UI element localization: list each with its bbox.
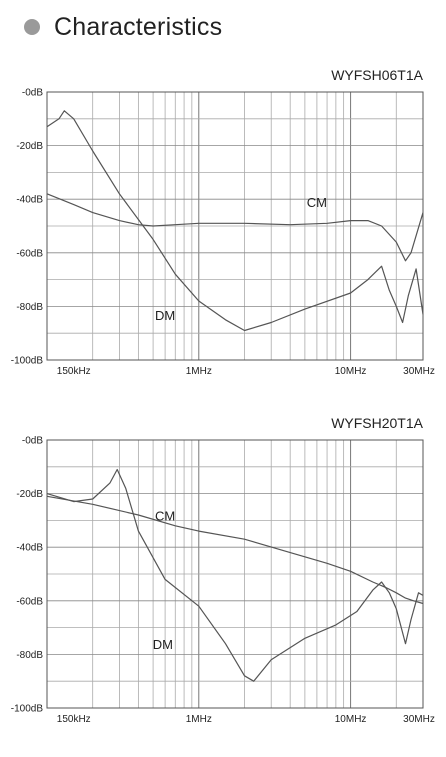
x-tick-label: 10MHz bbox=[335, 366, 367, 377]
series-line-dm bbox=[46, 468, 424, 682]
x-tick-label: 30MHz bbox=[403, 366, 435, 377]
y-tick-label: -40dB bbox=[16, 543, 43, 554]
section-bullet-icon bbox=[24, 19, 40, 35]
x-tick-label: 1MHz bbox=[186, 366, 212, 377]
y-tick-label: -0dB bbox=[22, 436, 43, 447]
x-tick-label: 1MHz bbox=[186, 714, 212, 725]
y-tick-label: -0dB bbox=[22, 88, 43, 99]
series-label-dm: DM bbox=[153, 637, 173, 652]
y-tick-label: -100dB bbox=[11, 704, 44, 715]
plot-frame bbox=[46, 91, 424, 361]
chart-title: WYFSH20T1A bbox=[331, 415, 423, 431]
chart-title: WYFSH06T1A bbox=[331, 67, 423, 83]
y-tick-label: -80dB bbox=[16, 650, 43, 661]
y-tick-label: -20dB bbox=[16, 141, 43, 152]
x-tick-label: 150kHz bbox=[57, 366, 91, 377]
series-line-cm bbox=[46, 193, 424, 262]
series-line-dm bbox=[46, 110, 424, 332]
y-tick-label: -40dB bbox=[16, 195, 43, 206]
y-tick-label: -60dB bbox=[16, 596, 43, 607]
plot-frame bbox=[46, 439, 424, 709]
section-title: Characteristics bbox=[54, 12, 223, 41]
chart-wyfsh06t1a: WYFSH06T1A -0dB -20dB -40dB -60dB -80dB -100dB… bbox=[11, 67, 435, 377]
chart-wyfsh20t1a: WYFSH20T1A -0dB -20dB -40dB -60dB -80dB -100dB… bbox=[11, 415, 435, 725]
section-header: Characteristics bbox=[24, 10, 222, 44]
x-tick-label: 150kHz bbox=[57, 714, 91, 725]
x-tick-label: 10MHz bbox=[335, 714, 367, 725]
series-line-cm bbox=[46, 495, 424, 605]
y-tick-label: -100dB bbox=[11, 356, 44, 367]
series-label-cm: CM bbox=[307, 195, 327, 210]
y-tick-label: -60dB bbox=[16, 248, 43, 259]
y-tick-label: -80dB bbox=[16, 302, 43, 313]
series-label-cm: CM bbox=[155, 508, 175, 523]
y-tick-label: -20dB bbox=[16, 489, 43, 500]
x-tick-label: 30MHz bbox=[403, 714, 435, 725]
series-label-dm: DM bbox=[155, 308, 175, 323]
